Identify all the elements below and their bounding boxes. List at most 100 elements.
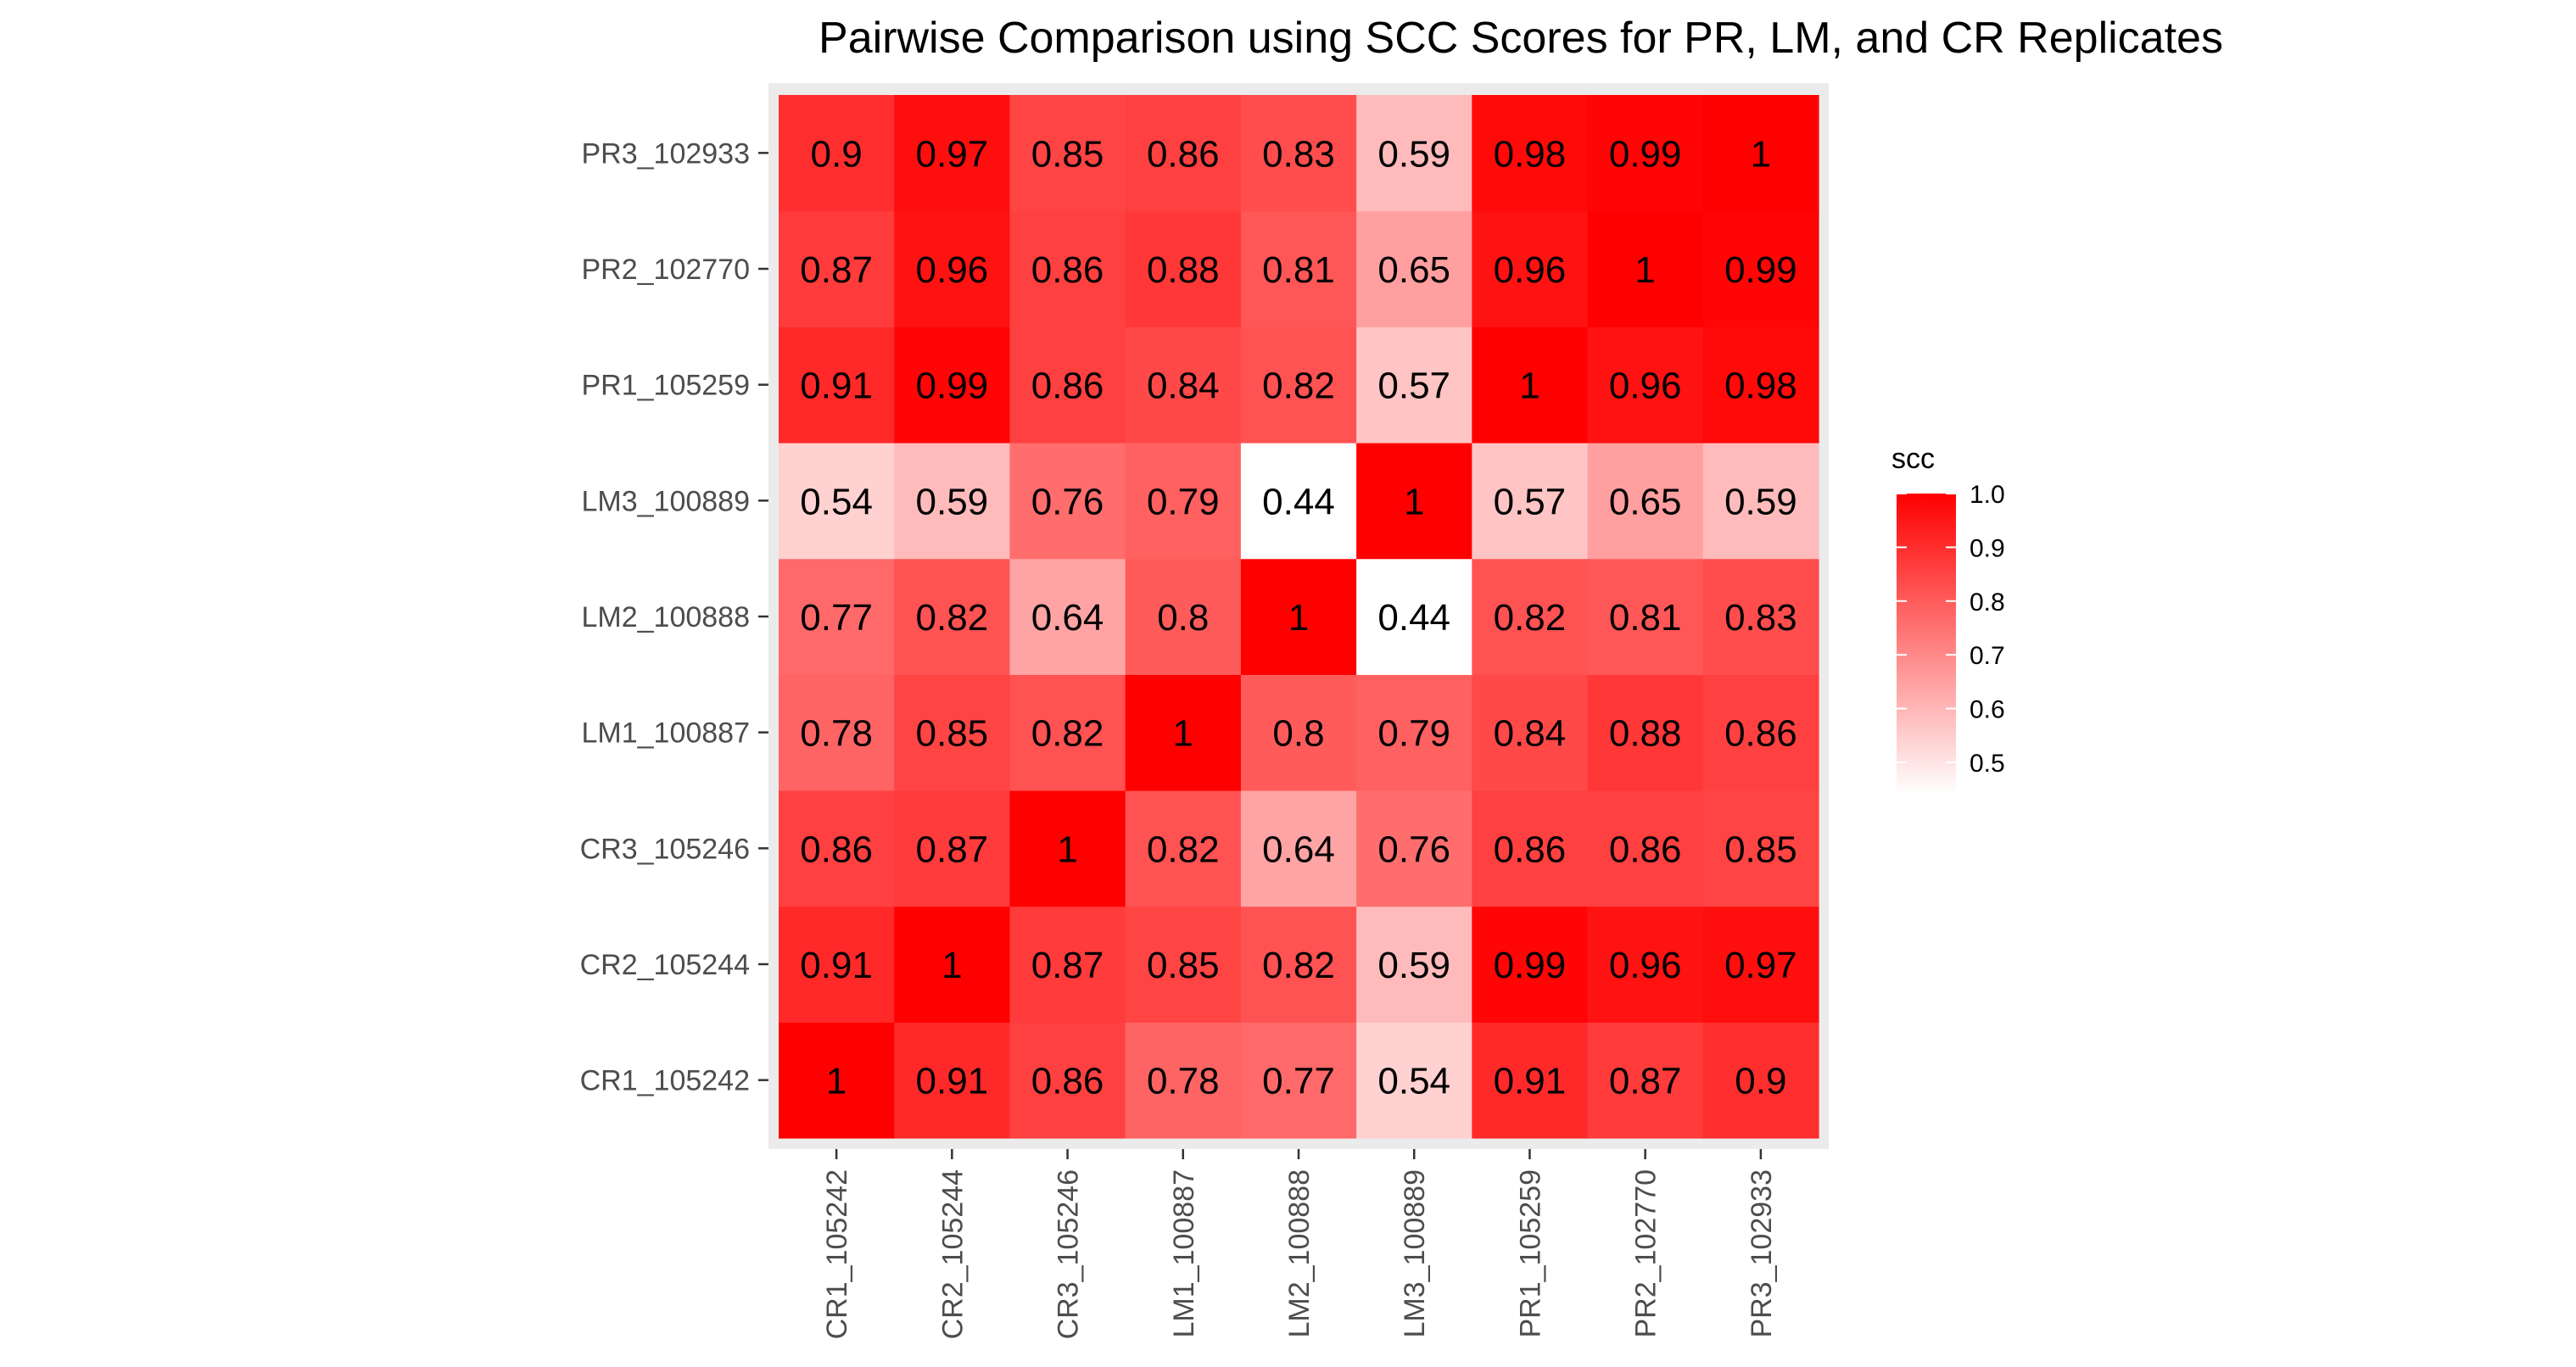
heatmap-cell bbox=[779, 443, 895, 560]
heatmap-cell bbox=[1702, 443, 1819, 560]
heatmap-cell bbox=[1702, 1022, 1819, 1139]
cell-value-label: 0.54 bbox=[800, 481, 873, 522]
heatmap-cell bbox=[1240, 210, 1357, 327]
heatmap-cell bbox=[1356, 326, 1472, 444]
legend-ticks: 1.0 0.9 0.8 0.7 0.6 0.5 bbox=[1897, 481, 2005, 778]
cell-value-label: 0.44 bbox=[1262, 481, 1335, 522]
x-axis: CR1_105242 CR2_105244 CR3_105246 LM1_100887… bbox=[821, 1149, 1778, 1339]
heatmap-cell bbox=[779, 790, 895, 907]
heatmap-cell bbox=[1125, 210, 1242, 327]
heatmap-cell bbox=[1240, 906, 1357, 1023]
y-tick-label: PR3_102933 bbox=[581, 137, 750, 170]
heatmap-cell bbox=[1356, 558, 1472, 675]
x-tick-label: LM2_100888 bbox=[1283, 1169, 1316, 1338]
heatmap-cell bbox=[1125, 326, 1242, 444]
cell-value-label: 0.86 bbox=[800, 829, 873, 870]
cell-value-label: 1 bbox=[1404, 481, 1424, 522]
heatmap-cell bbox=[1009, 443, 1126, 560]
cell-value-label: 0.82 bbox=[1262, 945, 1335, 986]
heatmap-cell bbox=[1240, 790, 1357, 907]
cell-value-label: 0.82 bbox=[1262, 365, 1335, 407]
cell-value-label: 0.84 bbox=[1494, 713, 1567, 755]
cell-value-label: 0.98 bbox=[1724, 365, 1797, 407]
cell-value-label: 0.99 bbox=[1494, 945, 1567, 986]
heatmap-cell bbox=[1125, 906, 1242, 1023]
heatmap-cell bbox=[779, 558, 895, 675]
heatmap-cell bbox=[1472, 443, 1589, 560]
heatmap-cell bbox=[1240, 1022, 1357, 1139]
heatmap-cells bbox=[779, 95, 1819, 1139]
cell-value-label: 1 bbox=[1288, 597, 1309, 639]
legend-tick-label: 0.8 bbox=[1970, 589, 2005, 617]
cell-value-label: 0.96 bbox=[1609, 365, 1682, 407]
heatmap-cell bbox=[1472, 906, 1589, 1023]
cell-value-label: 0.78 bbox=[1147, 1061, 1220, 1102]
cell-value-label: 0.79 bbox=[1147, 481, 1220, 522]
heatmap-cell-labels: 1 0.91 0.86 0.78 0.77 0.54 0.91 0.87 0.90.91 1 0.8… bbox=[800, 133, 1796, 1102]
cell-value-label: 0.85 bbox=[916, 713, 989, 755]
cell-value-label: 0.81 bbox=[1609, 597, 1682, 639]
cell-value-label: 0.9 bbox=[811, 133, 863, 175]
legend-tick-label: 0.9 bbox=[1970, 534, 2005, 562]
heatmap-cell bbox=[779, 210, 895, 327]
cell-value-label: 0.59 bbox=[1724, 481, 1797, 522]
x-tick-label: CR3_105246 bbox=[1053, 1169, 1085, 1339]
heatmap-cell bbox=[1009, 790, 1126, 907]
cell-value-label: 0.57 bbox=[1377, 365, 1450, 407]
heatmap-cell bbox=[779, 1022, 895, 1139]
cell-value-label: 0.97 bbox=[916, 133, 989, 175]
heatmap-cell bbox=[1472, 326, 1589, 444]
x-tick-label: PR3_102933 bbox=[1746, 1169, 1778, 1338]
heatmap-cell bbox=[1472, 1022, 1589, 1139]
cell-value-label: 0.54 bbox=[1377, 1061, 1450, 1102]
cell-value-label: 0.77 bbox=[800, 597, 873, 639]
cell-value-label: 0.86 bbox=[1031, 249, 1104, 291]
heatmap-cell bbox=[779, 326, 895, 444]
heatmap-cell bbox=[1587, 443, 1704, 560]
y-axis: CR1_105242 CR2_105244 CR3_105246 LM1_100887… bbox=[580, 137, 768, 1097]
cell-value-label: 0.78 bbox=[800, 713, 873, 755]
cell-value-label: 0.88 bbox=[1147, 249, 1220, 291]
x-tick-label: CR2_105244 bbox=[936, 1169, 969, 1339]
heatmap-cell bbox=[1587, 674, 1704, 791]
y-tick-label: CR3_105246 bbox=[580, 833, 750, 865]
heatmap-cell bbox=[1240, 558, 1357, 675]
heatmap-cell bbox=[779, 906, 895, 1023]
cell-value-label: 0.91 bbox=[800, 365, 873, 407]
heatmap-cell bbox=[1472, 210, 1589, 327]
cell-value-label: 1 bbox=[1751, 133, 1771, 175]
cell-value-label: 0.87 bbox=[1609, 1061, 1682, 1102]
heatmap-cell bbox=[1356, 906, 1472, 1023]
cell-value-label: 0.65 bbox=[1609, 481, 1682, 522]
heatmap-cell bbox=[1472, 790, 1589, 907]
cell-value-label: 0.86 bbox=[1031, 1061, 1104, 1102]
heatmap-cell bbox=[1240, 443, 1357, 560]
cell-value-label: 0.96 bbox=[916, 249, 989, 291]
legend-colorbar bbox=[1897, 494, 1956, 795]
cell-value-label: 0.99 bbox=[1724, 249, 1797, 291]
heatmap-cell bbox=[1702, 674, 1819, 791]
x-tick-label: PR2_102770 bbox=[1630, 1169, 1662, 1338]
heatmap-cell bbox=[1009, 674, 1126, 791]
cell-value-label: 0.9 bbox=[1735, 1061, 1786, 1102]
cell-value-label: 0.81 bbox=[1262, 249, 1335, 291]
cell-value-label: 0.88 bbox=[1609, 713, 1682, 755]
color-legend: scc 1.0 0.9 0.8 0.7 0.6 0.5 bbox=[1891, 443, 2005, 795]
x-tick-label: CR1_105242 bbox=[821, 1169, 853, 1339]
heatmap-cell bbox=[894, 210, 1011, 327]
cell-value-label: 1 bbox=[1173, 713, 1193, 755]
cell-value-label: 0.85 bbox=[1147, 945, 1220, 986]
heatmap-cell bbox=[1472, 558, 1589, 675]
heatmap-cell bbox=[1125, 443, 1242, 560]
cell-value-label: 0.82 bbox=[916, 597, 989, 639]
heatmap-cell bbox=[1009, 210, 1126, 327]
cell-value-label: 0.86 bbox=[1609, 829, 1682, 870]
cell-value-label: 0.87 bbox=[1031, 945, 1104, 986]
cell-value-label: 0.77 bbox=[1262, 1061, 1335, 1102]
cell-value-label: 0.87 bbox=[916, 829, 989, 870]
cell-value-label: 0.84 bbox=[1147, 365, 1220, 407]
cell-value-label: 0.76 bbox=[1031, 481, 1104, 522]
heatmap-cell bbox=[1702, 558, 1819, 675]
heatmap-cell bbox=[779, 674, 895, 791]
heatmap-cell bbox=[1125, 558, 1242, 675]
